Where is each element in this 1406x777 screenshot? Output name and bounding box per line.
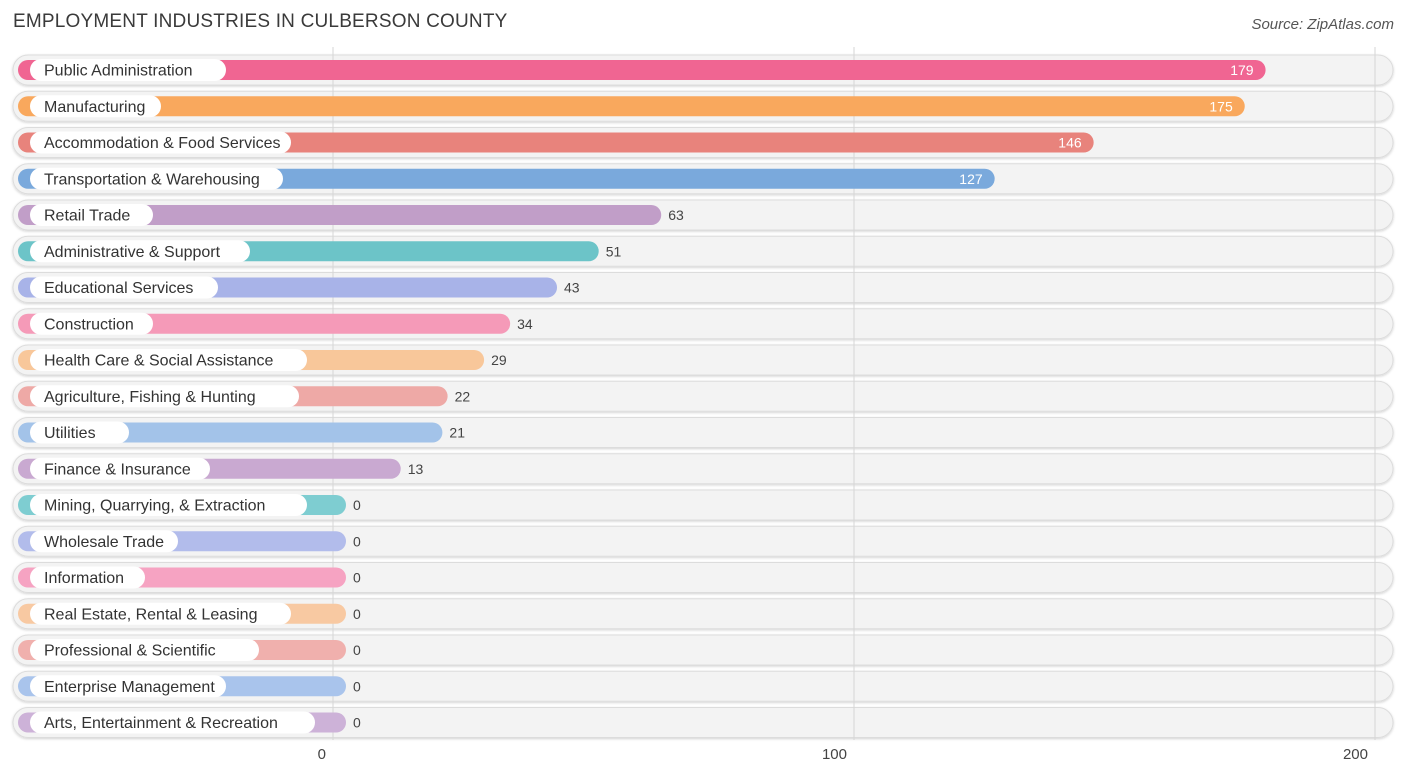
- bar-label-pill: [30, 349, 307, 371]
- row-track: [12, 598, 1394, 630]
- bar-value: 0: [353, 497, 361, 513]
- bar-label-pill: [30, 167, 283, 190]
- bar-label: Mining, Quarrying, & Extraction: [44, 498, 265, 515]
- bar-label-pill: [30, 385, 299, 408]
- bar-label-pill: [30, 457, 210, 480]
- bar-label-pill: [30, 204, 153, 226]
- bar-label-pill: [30, 675, 226, 698]
- bar-label-pill: [30, 602, 291, 625]
- bar-label: Construction: [44, 316, 134, 333]
- bar-label: Information: [44, 570, 124, 587]
- bar-label-pill: [30, 95, 161, 118]
- bar-label: Health Care & Social Assistance: [44, 353, 274, 370]
- bar-label: Manufacturing: [44, 99, 145, 116]
- bar-label: Utilities: [44, 425, 96, 442]
- bar-value: 146: [1058, 135, 1082, 151]
- bar-value: 0: [353, 678, 361, 694]
- source-note: Source: ZipAtlas.com: [1251, 16, 1394, 33]
- bar-label-pill: [30, 276, 218, 299]
- bar: [18, 60, 1266, 80]
- row-track: [12, 525, 1394, 557]
- bar-label: Administrative & Support: [44, 244, 221, 261]
- chart-title: EMPLOYMENT INDUSTRIES IN CULBERSON COUNT…: [13, 11, 508, 32]
- bar-value: 0: [353, 533, 361, 549]
- row-track: [12, 707, 1394, 738]
- bar-label: Arts, Entertainment & Recreation: [44, 715, 278, 732]
- bar-label: Agriculture, Fishing & Hunting: [44, 389, 256, 406]
- row-track: [12, 670, 1394, 702]
- bar-label-pill: [30, 530, 178, 553]
- bar-label-pill: [30, 494, 307, 516]
- bar-label: Real Estate, Rental & Leasing: [44, 606, 257, 623]
- bar-value: 34: [517, 316, 533, 332]
- bar-label: Wholesale Trade: [44, 534, 164, 551]
- bar-value: 179: [1230, 62, 1254, 78]
- bar-label-pill: [30, 566, 145, 589]
- bar-value: 21: [449, 425, 465, 441]
- bar: [18, 205, 662, 225]
- bar-label-pill: [30, 711, 315, 734]
- x-tick-label: 100: [822, 746, 847, 763]
- x-tick-label: 200: [1343, 746, 1368, 763]
- bar-value: 0: [353, 606, 361, 622]
- bar-value: 0: [353, 642, 361, 658]
- bar-label: Enterprise Management: [44, 679, 215, 696]
- bar-value: 29: [491, 352, 507, 368]
- bar-value: 127: [959, 171, 983, 187]
- bar-label: Retail Trade: [44, 208, 130, 225]
- bar-value: 22: [455, 388, 471, 404]
- bar-value: 43: [564, 280, 580, 296]
- bar-label-pill: [30, 131, 291, 154]
- bar-label: Educational Services: [44, 280, 193, 297]
- bar-value: 0: [353, 570, 361, 586]
- row-track: [12, 562, 1394, 593]
- bar-value: 13: [408, 461, 424, 477]
- bar-label-pill: [30, 639, 259, 661]
- row-track: [12, 634, 1394, 666]
- bar-label-pill: [30, 59, 226, 81]
- bar: [18, 96, 1245, 117]
- bar-label: Public Administration: [44, 63, 193, 80]
- bar-label-pill: [30, 421, 129, 444]
- bar-label: Transportation & Warehousing: [44, 171, 260, 188]
- row-track: [12, 489, 1394, 521]
- bar-label: Professional & Scientific: [44, 643, 216, 660]
- bar-label-pill: [30, 240, 250, 263]
- bar-value: 0: [353, 715, 361, 731]
- bar-value: 175: [1209, 98, 1233, 114]
- bar-value: 51: [606, 243, 622, 259]
- bar-label-pill: [30, 312, 153, 335]
- bar-value: 63: [668, 207, 684, 223]
- bar-label: Finance & Insurance: [44, 461, 191, 478]
- bar-label: Accommodation & Food Services: [44, 135, 281, 152]
- x-tick-label: 0: [318, 746, 326, 763]
